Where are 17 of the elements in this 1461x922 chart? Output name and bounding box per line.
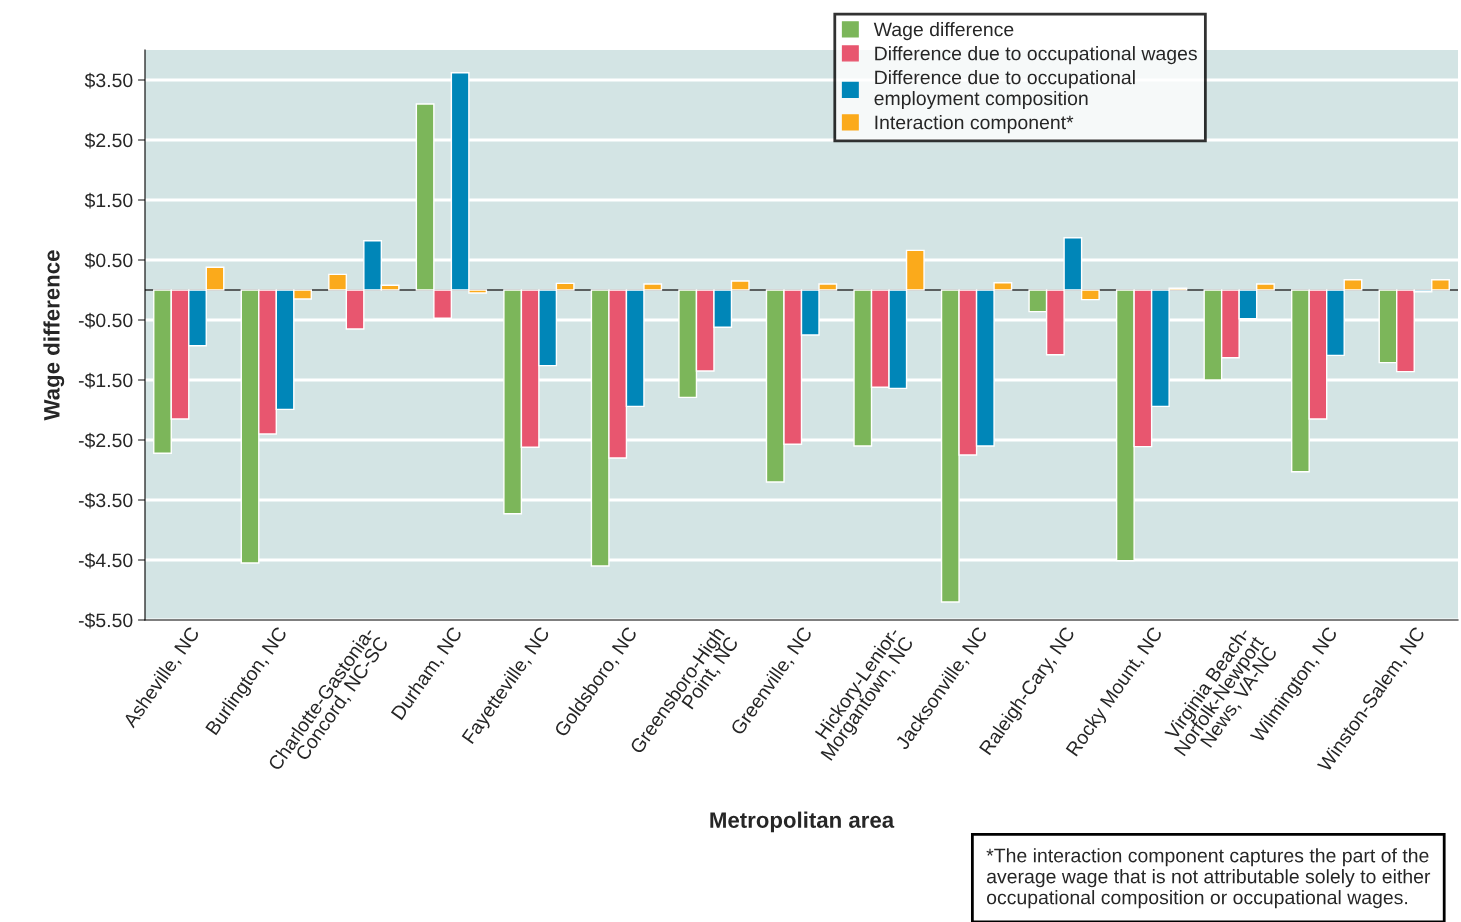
legend-label: Difference due to occupational employment composition	[874, 70, 1135, 110]
y-tick-label: $1.50	[84, 192, 133, 209]
y-tick-label: -$4.50	[78, 552, 133, 569]
legend-label: Difference due to occupational wages	[875, 46, 1197, 65]
y-tick-label: $3.50	[84, 72, 133, 89]
y-tick-label: -$0.50	[78, 312, 133, 329]
y-tick-label: -$2.50	[78, 432, 133, 449]
y-tick-label: -$3.50	[78, 492, 133, 509]
y-axis-title: Wage difference	[43, 250, 65, 421]
y-tick-label: $2.50	[84, 132, 133, 149]
y-tick-label: -$5.50	[78, 612, 133, 629]
x-axis-title: Metropolitan area	[710, 811, 895, 833]
legend-label: Interaction component*	[875, 115, 1074, 134]
text: *The interaction component captures the part of the average wage that is not attributable solely to either occupational composition or occupational wages.	[986, 848, 1431, 909]
y-tick-label: $0.50	[84, 252, 133, 269]
legend-label: Wage difference	[873, 22, 1014, 41]
y-tick-label: -$1.50	[78, 372, 133, 389]
